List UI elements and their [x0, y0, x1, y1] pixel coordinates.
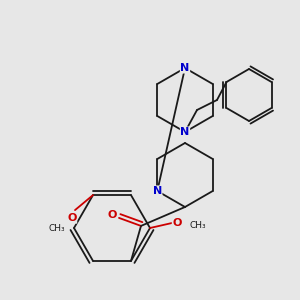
Text: N: N: [153, 186, 162, 196]
Text: O: O: [67, 213, 77, 223]
Text: N: N: [180, 127, 190, 137]
Text: O: O: [107, 210, 117, 220]
Text: CH₃: CH₃: [190, 220, 207, 230]
Text: CH₃: CH₃: [49, 224, 65, 232]
Text: O: O: [172, 218, 182, 228]
Text: N: N: [180, 63, 190, 73]
